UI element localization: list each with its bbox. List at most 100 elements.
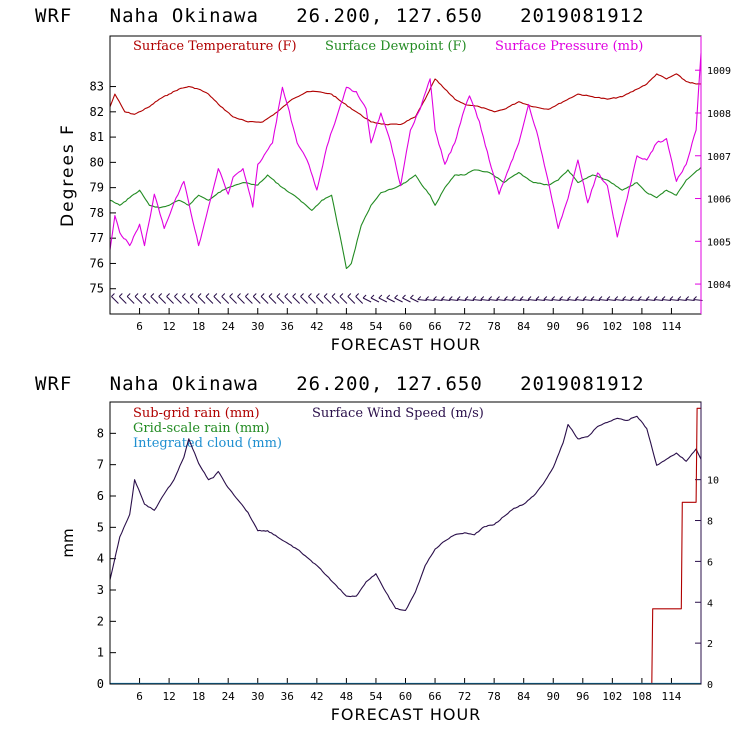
wind-barb-flag bbox=[653, 296, 658, 300]
wind-barb bbox=[339, 296, 348, 304]
wind-barb-flag bbox=[527, 296, 532, 300]
wind-barb bbox=[669, 299, 679, 301]
wind-barb bbox=[370, 297, 380, 303]
wind-barb-flag bbox=[370, 294, 375, 299]
chart1-xtick-label-36: 36 bbox=[281, 320, 294, 333]
wind-barb-flag bbox=[347, 293, 352, 297]
wind-barb-flag bbox=[118, 293, 123, 297]
wind-barb-flag bbox=[410, 294, 414, 299]
chart2-xtick-label-66: 66 bbox=[428, 690, 441, 703]
wind-barb-flag bbox=[519, 296, 524, 300]
wind-barb bbox=[410, 297, 419, 303]
wind-barb bbox=[315, 296, 324, 304]
wind-barb bbox=[457, 299, 467, 301]
chart1-xtick-label-60: 60 bbox=[399, 320, 412, 333]
chart1-ylabel: Degrees F bbox=[58, 123, 78, 227]
chart1-legend-pressure: Surface Pressure (mb) bbox=[495, 39, 643, 54]
chart2-xtick-label-36: 36 bbox=[281, 690, 294, 703]
wind-barb-flag bbox=[669, 296, 674, 300]
wind-barb bbox=[433, 299, 443, 301]
chart2-xtick-label-102: 102 bbox=[602, 690, 622, 703]
chart2-right-tick-label-6: 6 bbox=[707, 557, 713, 568]
chart1-ytick-label-83: 83 bbox=[90, 80, 104, 94]
chart1-xtick-label-108: 108 bbox=[632, 320, 652, 333]
wind-barb bbox=[480, 299, 490, 301]
wind-barb-flag bbox=[260, 293, 265, 297]
wind-barb bbox=[308, 296, 316, 304]
wind-barb-flag bbox=[331, 293, 336, 297]
chart2-xlabel: FORECAST HOUR bbox=[331, 705, 482, 724]
wind-barb bbox=[355, 296, 364, 304]
wind-barb bbox=[394, 297, 403, 303]
wind-barb-flag bbox=[229, 293, 233, 297]
wind-barb bbox=[449, 299, 459, 301]
chart2-ytick-label-8: 8 bbox=[97, 426, 104, 440]
chart2-xtick-label-18: 18 bbox=[192, 690, 205, 703]
chart1-xtick-label-72: 72 bbox=[458, 320, 471, 333]
chart1-plot-frame bbox=[109, 35, 702, 315]
wind-barb bbox=[276, 296, 285, 304]
chart1-ytick-label-77: 77 bbox=[90, 231, 104, 245]
chart1-title: WRF Naha Okinawa 26.200, 127.650 2019081… bbox=[35, 5, 645, 27]
chart1-series-surface-pressure-mb bbox=[109, 53, 702, 250]
wind-barb-flag bbox=[268, 293, 273, 297]
chart2-title: WRF Naha Okinawa 26.200, 127.650 2019081… bbox=[35, 373, 645, 395]
chart2-xtick-label-96: 96 bbox=[576, 690, 589, 703]
chart1-right-tick-label-1007: 1007 bbox=[707, 152, 731, 163]
chart1-legend-temperature: Surface Temperature (F) bbox=[133, 39, 297, 54]
wind-barb-flag bbox=[693, 296, 697, 300]
wind-barb-flag bbox=[488, 296, 493, 300]
wind-barb-flag bbox=[315, 293, 320, 297]
wind-barb bbox=[166, 296, 174, 304]
wind-barb bbox=[252, 296, 261, 304]
wind-barb bbox=[111, 296, 119, 304]
wind-barb-flag bbox=[213, 293, 218, 297]
wind-barb bbox=[535, 299, 546, 301]
chart2-xtick-label-114: 114 bbox=[662, 690, 682, 703]
wind-barb-flag bbox=[276, 293, 281, 297]
wind-barb-flag bbox=[574, 296, 579, 300]
wind-barb bbox=[598, 299, 609, 301]
wind-barb-flag bbox=[174, 293, 178, 297]
wind-barb bbox=[229, 296, 237, 304]
wind-barb bbox=[205, 296, 214, 304]
wind-barb-flag bbox=[480, 296, 485, 300]
chart2-xtick-label-6: 6 bbox=[136, 690, 143, 703]
wind-barb bbox=[528, 299, 538, 301]
chart2-legend-integrated-cloud: Integrated cloud (mm) bbox=[133, 436, 282, 451]
chart2-xtick-label-54: 54 bbox=[369, 690, 383, 703]
wind-barb bbox=[677, 299, 687, 301]
wind-barb bbox=[472, 299, 482, 301]
wind-barb bbox=[543, 299, 553, 301]
wind-barb bbox=[504, 299, 514, 301]
chart2-right-tick-label-8: 8 bbox=[707, 517, 713, 528]
chart2-xtick-label-108: 108 bbox=[632, 690, 652, 703]
chart2-ytick-label-1: 1 bbox=[97, 646, 104, 660]
wind-barb-flag bbox=[472, 296, 477, 300]
wind-barb-flag bbox=[245, 293, 249, 297]
wind-barb-flag bbox=[448, 296, 453, 300]
chart2-right-tick-label-2: 2 bbox=[707, 639, 713, 650]
temperature-panel: WRF Naha Okinawa 26.200, 127.650 2019081… bbox=[35, 5, 731, 354]
wind-barb bbox=[661, 299, 672, 301]
chart1-ytick-label-80: 80 bbox=[90, 155, 104, 169]
wind-barb-flag bbox=[142, 293, 147, 297]
wind-barb-flag bbox=[504, 296, 508, 300]
wind-barb-flag bbox=[402, 294, 406, 299]
chart2-ytick-label-4: 4 bbox=[97, 552, 104, 566]
chart1-xlabel: FORECAST HOUR bbox=[331, 335, 482, 354]
wind-barb-flag bbox=[590, 296, 595, 300]
wind-barb bbox=[221, 296, 230, 304]
wind-barb bbox=[158, 296, 167, 304]
chart1-legend-dewpoint: Surface Dewpoint (F) bbox=[325, 39, 467, 54]
wind-barb bbox=[323, 296, 332, 304]
wind-barb bbox=[638, 299, 648, 301]
chart2-xtick-label-24: 24 bbox=[222, 690, 236, 703]
wind-barb bbox=[591, 299, 601, 301]
wind-barb-flag bbox=[441, 296, 445, 300]
wind-barb-flag bbox=[237, 293, 241, 297]
chart2-ylabel: mm bbox=[59, 528, 77, 557]
chart2-ytick-label-5: 5 bbox=[97, 520, 104, 534]
chart1-ticks: 6 12 18 24 30 36 42 48 54 60 66 72 78 84 90 96 102 108 114… bbox=[90, 66, 732, 333]
chart1-ytick-label-78: 78 bbox=[90, 206, 104, 220]
